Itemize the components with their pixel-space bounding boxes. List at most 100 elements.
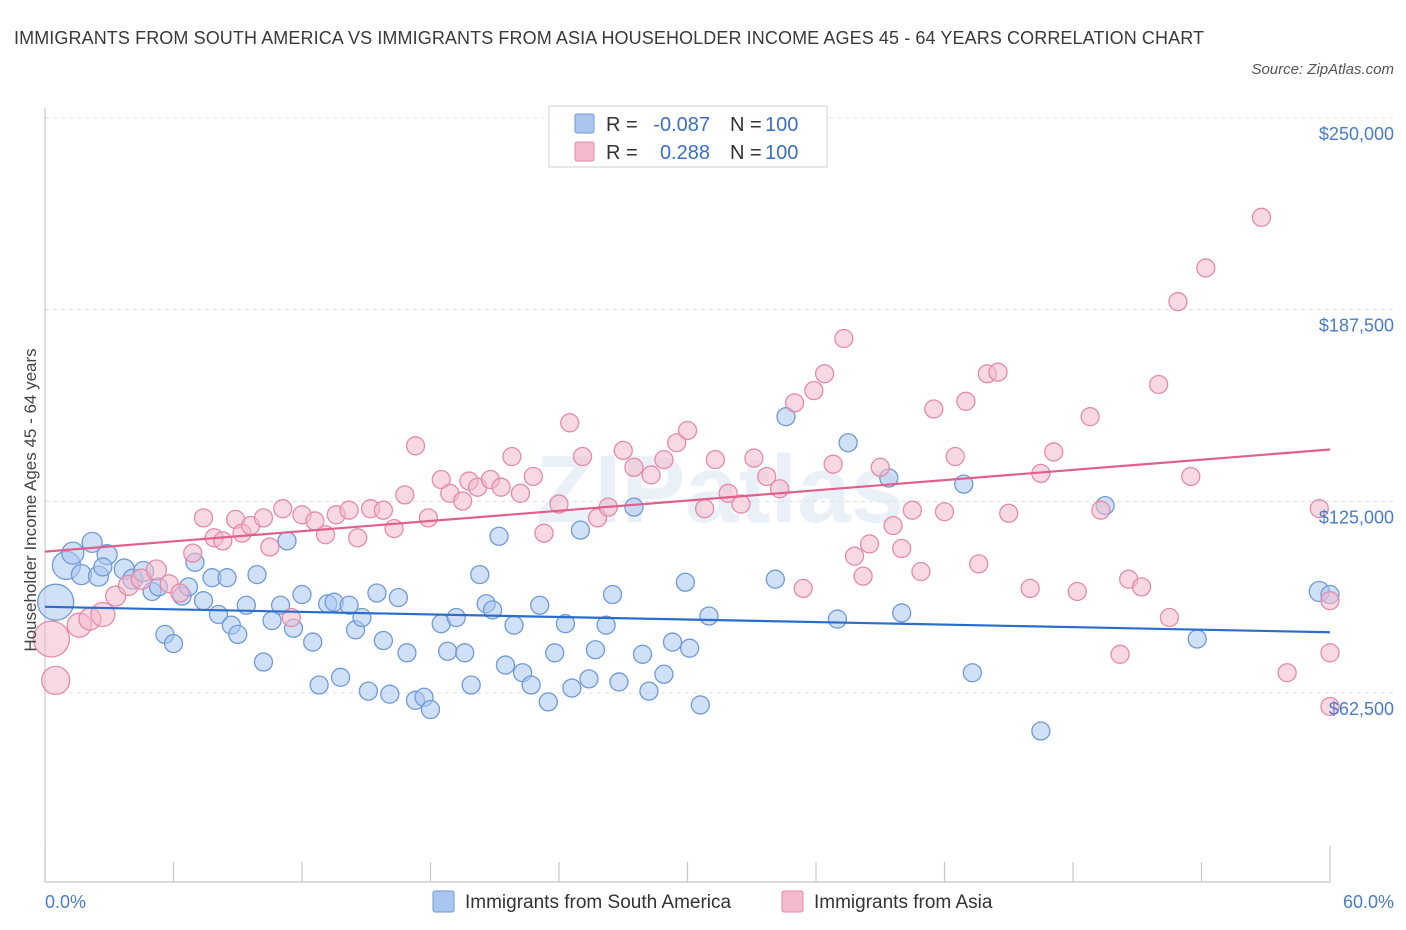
scatter-point bbox=[765, 569, 785, 589]
scatter-point bbox=[662, 632, 683, 652]
scatter-point bbox=[1020, 578, 1040, 599]
scatter-point bbox=[988, 362, 1008, 382]
scatter-point bbox=[838, 433, 858, 453]
scatter-point bbox=[731, 494, 751, 514]
scatter-point bbox=[388, 587, 409, 608]
legend-r-value-blue: -0.087 bbox=[653, 114, 710, 136]
y-tick-label: $250,000 bbox=[1319, 124, 1394, 144]
scatter-point bbox=[217, 568, 237, 588]
scatter-point bbox=[1320, 696, 1340, 717]
scatter-point bbox=[1110, 644, 1130, 664]
scatter-point bbox=[145, 559, 168, 581]
scatter-point bbox=[373, 500, 394, 520]
scatter-point bbox=[934, 502, 955, 522]
scatter-point bbox=[834, 328, 854, 349]
scatter-point bbox=[999, 503, 1019, 523]
scatter-point bbox=[455, 643, 475, 663]
scatter-point bbox=[431, 469, 451, 490]
scatter-point bbox=[945, 446, 965, 467]
y-axis-label: Householder Income Ages 45 - 64 years bbox=[21, 348, 40, 651]
scatter-point bbox=[956, 391, 976, 411]
scatter-point bbox=[667, 433, 687, 453]
scatter-point bbox=[690, 695, 710, 715]
scatter-point bbox=[446, 607, 466, 628]
scatter-point bbox=[1309, 499, 1329, 519]
legend-swatch-pink bbox=[574, 141, 595, 162]
scatter-point bbox=[380, 684, 400, 704]
scatter-point bbox=[530, 595, 550, 615]
scatter-point bbox=[482, 600, 503, 620]
scatter-point bbox=[495, 655, 516, 675]
legend: R = -0.087 N = 100 R = 0.288 N = 100 bbox=[548, 105, 828, 168]
scatter-point bbox=[90, 601, 116, 628]
x-tick-label-max: 60.0% bbox=[1343, 892, 1394, 912]
scatter-point bbox=[1131, 577, 1152, 597]
scatter-point bbox=[911, 561, 931, 582]
scatter-point bbox=[572, 446, 593, 467]
scatter-point bbox=[1181, 466, 1201, 487]
scatter-point bbox=[489, 526, 509, 546]
scatter-point bbox=[1187, 629, 1207, 649]
scatter-point bbox=[883, 515, 903, 536]
scatter-point bbox=[213, 531, 233, 551]
scatter-point bbox=[510, 483, 531, 503]
scatter-point bbox=[892, 603, 912, 623]
scatter-point bbox=[675, 572, 696, 592]
scatter-point bbox=[602, 584, 623, 605]
scatter-point bbox=[303, 632, 323, 652]
legend-swatch-blue bbox=[574, 113, 595, 134]
scatter-point bbox=[405, 436, 426, 456]
scatter-point bbox=[892, 538, 912, 559]
scatter-point bbox=[609, 672, 629, 692]
scatter-point bbox=[273, 499, 293, 519]
scatter-point bbox=[962, 663, 982, 683]
scatter-point bbox=[1091, 500, 1111, 520]
scatter-point bbox=[270, 595, 291, 615]
scatter-point bbox=[260, 537, 280, 557]
scatter-point bbox=[41, 665, 71, 696]
scatter-point bbox=[193, 591, 214, 611]
scatter-point bbox=[639, 681, 659, 701]
scatter-point bbox=[523, 466, 543, 487]
scatter-point bbox=[247, 564, 267, 585]
scatter-point bbox=[694, 499, 715, 519]
scatter-point bbox=[823, 454, 843, 474]
scatter-point bbox=[902, 500, 923, 520]
y-tick-label: $62,500 bbox=[1329, 699, 1394, 719]
scatter-point bbox=[1277, 663, 1297, 683]
scatter-point bbox=[277, 531, 297, 551]
trend-lines bbox=[44, 448, 1331, 634]
scatter-point bbox=[452, 491, 473, 511]
scatter-point bbox=[461, 675, 481, 695]
scatter-point bbox=[395, 485, 415, 505]
scatter-point bbox=[793, 578, 813, 599]
trend-line-pink bbox=[44, 448, 1331, 553]
legend-box bbox=[548, 105, 828, 168]
scatter-point bbox=[1159, 607, 1180, 628]
scatter-point bbox=[330, 667, 351, 687]
scatter-point bbox=[699, 606, 719, 626]
scatter-point bbox=[1168, 292, 1188, 312]
scatter-point bbox=[853, 566, 873, 586]
scatter-point bbox=[93, 557, 113, 577]
scatter-point bbox=[784, 393, 805, 413]
chart-source: Source: ZipAtlas.com bbox=[1251, 61, 1394, 78]
scatter-point bbox=[491, 477, 511, 497]
scatter-point bbox=[870, 457, 890, 477]
x-tick-label-min: 0.0% bbox=[45, 892, 86, 912]
legend-n-label-blue: N = bbox=[730, 114, 762, 136]
scatter-point bbox=[562, 678, 582, 698]
scatter-point bbox=[163, 633, 184, 654]
y-tick-label: $125,000 bbox=[1319, 507, 1394, 527]
scatter-point bbox=[641, 465, 661, 485]
scatter-point bbox=[677, 420, 698, 441]
chart-title: IMMIGRANTS FROM SOUTH AMERICA VS IMMIGRA… bbox=[14, 28, 1205, 48]
y-tick-labels: $250,000 $187,500 $125,000 $62,500 bbox=[1319, 124, 1394, 719]
scatter-point bbox=[555, 614, 576, 634]
scatter-point bbox=[632, 644, 653, 664]
legend-n-value-blue: 100 bbox=[765, 114, 798, 136]
legend-r-value-pink: 0.288 bbox=[660, 142, 710, 164]
bottom-legend: Immigrants from South America Immigrants… bbox=[432, 890, 993, 913]
scatter-point bbox=[924, 399, 944, 419]
